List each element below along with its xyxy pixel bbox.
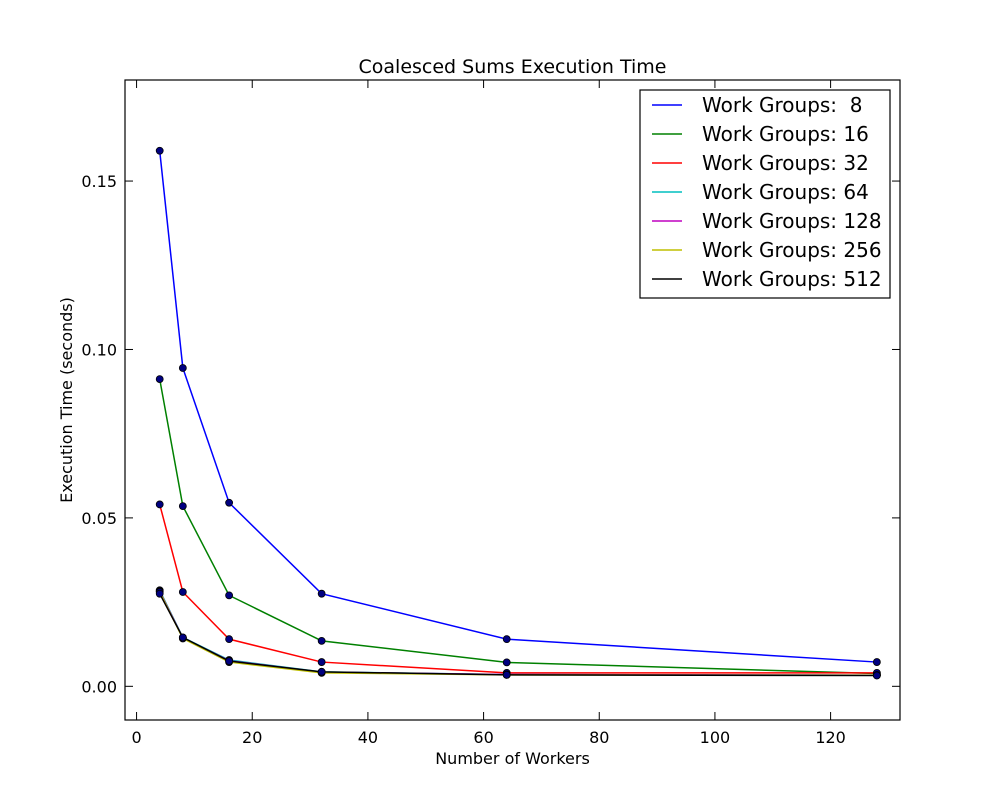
data-point	[502, 658, 511, 667]
data-point	[872, 658, 881, 666]
x-tick-label: 20	[242, 728, 262, 747]
data-point	[155, 589, 164, 598]
data-point	[155, 375, 164, 384]
x-tick-label: 0	[131, 728, 141, 747]
y-tick-label: 0.00	[81, 677, 117, 696]
data-point	[872, 671, 881, 680]
chart-title: Coalesced Sums Execution Time	[359, 56, 667, 78]
legend-label: Work Groups: 32	[702, 151, 869, 175]
series-line-2	[158, 378, 877, 675]
y-tick-label: 0.15	[81, 172, 117, 191]
legend-items: Work Groups: 8 Work Groups: 16 Work Groups…	[652, 93, 882, 291]
y-axis-label: Execution Time (seconds)	[57, 297, 76, 503]
series-line-1	[158, 150, 877, 663]
legend-label: Work Groups: 16	[702, 122, 869, 146]
data-point	[317, 658, 326, 666]
data-point	[225, 635, 234, 644]
data-points	[155, 146, 881, 680]
y-tick-label: 0.05	[81, 509, 117, 528]
data-point	[317, 589, 326, 598]
legend-box	[639, 89, 891, 299]
y-tick-label: 0.10	[81, 340, 117, 359]
legend-label: Work Groups: 512	[702, 267, 882, 291]
data-point	[225, 591, 234, 600]
x-tick-label: 60	[473, 728, 493, 747]
series-line-7	[159, 593, 877, 677]
x-tick-label: 120	[815, 728, 846, 747]
legend-label: Work Groups: 64	[702, 180, 869, 204]
data-point	[178, 633, 187, 642]
series-line-3	[158, 504, 877, 674]
x-tick-label: 100	[700, 728, 731, 747]
data-point	[155, 500, 164, 509]
legend-label: Work Groups: 256	[702, 238, 882, 262]
data-point	[178, 364, 187, 372]
data-point	[178, 502, 187, 511]
series-lines	[158, 150, 877, 677]
y-tick-labels: 0.00 0.05 0.10 0.15	[81, 172, 117, 696]
x-tick-labels: 0 20 40 60 80 100 120	[131, 728, 845, 747]
legend: Work Groups: 8 Work Groups: 16 Work Groups…	[639, 89, 891, 299]
legend-label: Work Groups: 8	[702, 93, 863, 117]
axis-ticks	[125, 80, 900, 720]
x-axis-label: Number of Workers	[435, 749, 590, 768]
data-point	[317, 667, 326, 676]
data-point	[225, 657, 234, 665]
data-point	[317, 636, 326, 645]
data-point	[225, 498, 234, 507]
x-tick-label: 40	[358, 728, 378, 747]
data-point	[502, 670, 511, 679]
data-point	[178, 588, 187, 596]
data-point	[502, 635, 511, 644]
data-point	[155, 146, 164, 155]
legend-label: Work Groups: 128	[702, 209, 882, 233]
plot-area	[124, 79, 901, 721]
plot-frame	[124, 79, 901, 721]
x-tick-label: 80	[589, 728, 609, 747]
